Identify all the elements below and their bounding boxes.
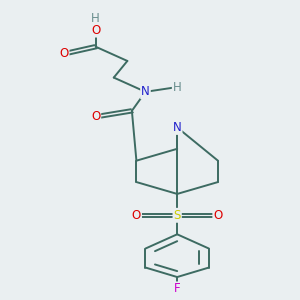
Text: O: O (132, 209, 141, 222)
Text: S: S (173, 209, 181, 222)
Text: H: H (91, 12, 100, 25)
Text: O: O (91, 110, 100, 123)
Text: H: H (173, 81, 182, 94)
Text: O: O (59, 47, 69, 60)
Text: N: N (173, 121, 182, 134)
Text: O: O (213, 209, 223, 222)
Text: N: N (141, 85, 150, 98)
Text: O: O (91, 24, 100, 37)
Text: F: F (174, 282, 181, 296)
